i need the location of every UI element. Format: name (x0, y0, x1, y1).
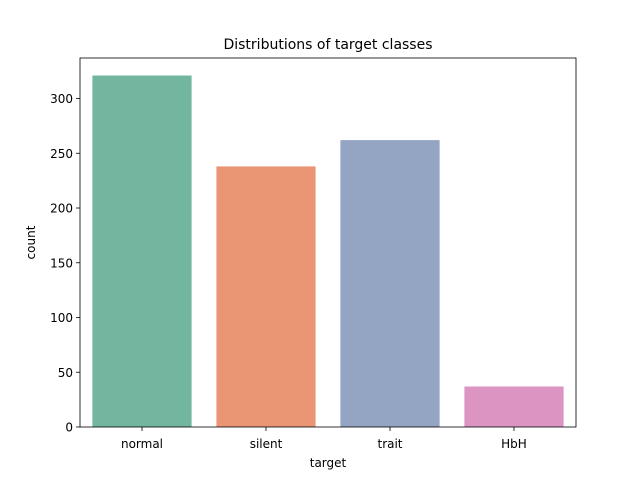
y-tick-label: 300 (50, 92, 73, 106)
bars-layer (92, 75, 564, 428)
bar-hbh (464, 386, 564, 427)
x-tick-label: trait (377, 437, 402, 451)
y-tick-label: 50 (58, 366, 73, 380)
x-tick-label: HbH (501, 437, 527, 451)
y-axis-label: count (24, 225, 38, 259)
x-tick-label: normal (121, 437, 163, 451)
y-axis-ticks: 0 50 100 150 200 250 300 (50, 92, 80, 435)
bar-silent (216, 166, 316, 428)
x-axis-ticks: normal silent trait HbH (121, 427, 527, 451)
x-axis-label: target (310, 456, 347, 470)
y-tick-label: 250 (50, 147, 73, 161)
bar-normal (92, 75, 192, 427)
bar-trait (340, 140, 440, 428)
x-tick-label: silent (250, 437, 283, 451)
y-tick-label: 200 (50, 202, 73, 216)
plot-frame (79, 57, 577, 428)
chart-title: Distributions of target classes (223, 37, 432, 53)
y-tick-label: 100 (50, 311, 73, 325)
y-tick-label: 150 (50, 256, 73, 270)
y-tick-label: 0 (65, 421, 73, 435)
